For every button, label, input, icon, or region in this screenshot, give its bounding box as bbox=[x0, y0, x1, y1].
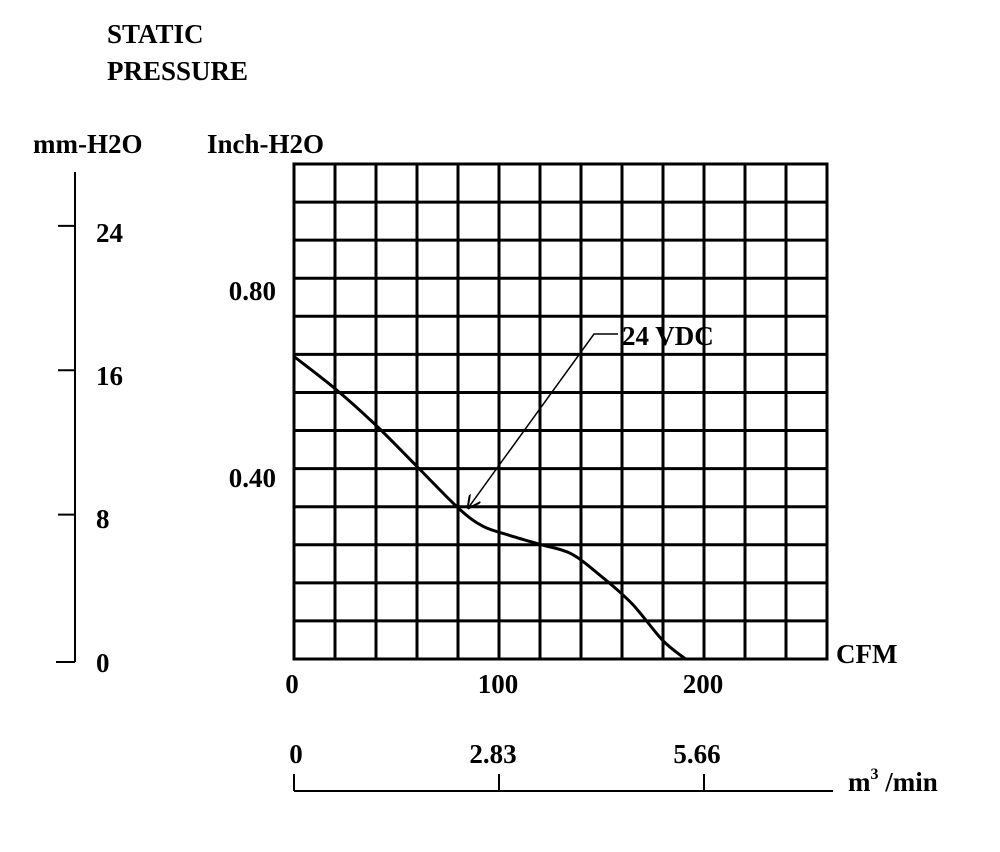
bottom-tick-label-5.66: 5.66 bbox=[673, 739, 721, 769]
series-annotation-label: 24 VDC bbox=[622, 321, 714, 351]
left-tick-label-16: 16 bbox=[96, 361, 123, 391]
bottom-axis-label-base: m bbox=[848, 767, 871, 797]
chart-title-line1: STATIC bbox=[107, 19, 204, 49]
bottom-axis-label-suffix: /min bbox=[878, 767, 938, 797]
y-tick-label-0.80: 0.80 bbox=[228, 276, 276, 306]
x-axis-label: CFM bbox=[836, 639, 898, 669]
series-layer bbox=[293, 333, 687, 661]
bottom-axis-label-sup: 3 bbox=[870, 766, 879, 783]
left-tick-label-0: 0 bbox=[96, 648, 110, 678]
plot-grid bbox=[292, 162, 829, 661]
left-tick-label-24: 24 bbox=[96, 218, 123, 248]
bottom-tick-label-2.83: 2.83 bbox=[469, 739, 517, 769]
chart-title-line2: PRESSURE bbox=[107, 56, 249, 86]
x-tick-label-100: 100 bbox=[477, 669, 519, 699]
x-tick-label-0: 0 bbox=[285, 669, 299, 699]
y-axis-label: Inch-H2O bbox=[207, 129, 325, 159]
plot-frame bbox=[292, 162, 829, 661]
annotation-arrow bbox=[468, 333, 618, 508]
left-axis-label: mm-H2O bbox=[33, 129, 143, 159]
x-tick-label-200: 200 bbox=[682, 669, 724, 699]
bottom-axis-label: m3 /min bbox=[848, 766, 938, 797]
left-tick-label-8: 8 bbox=[96, 504, 110, 534]
series-line-24vdc bbox=[293, 355, 687, 661]
bottom-tick-label-0: 0 bbox=[289, 739, 303, 769]
aux-axes bbox=[56, 172, 833, 792]
y-tick-label-0.40: 0.40 bbox=[228, 463, 276, 493]
